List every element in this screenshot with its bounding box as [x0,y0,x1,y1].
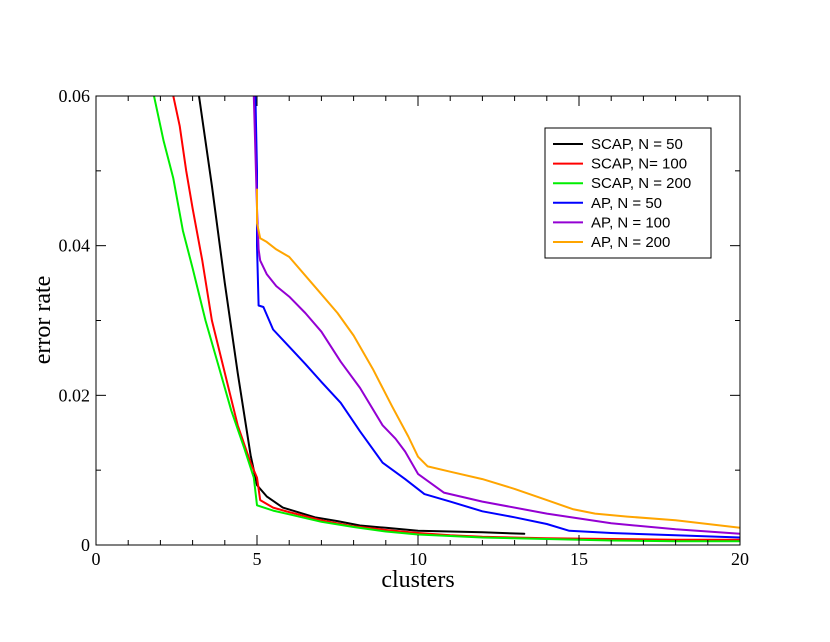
series-line-4 [252,96,740,535]
series-line-0 [198,96,526,535]
y-tick-label-2: 0.04 [59,236,91,256]
legend-label-5: AP, N = 200 [591,234,670,251]
ticks-layer [95,95,741,546]
y-tick-label-3: 0.06 [59,86,91,106]
x-tick-label-0: 0 [92,549,101,569]
legend-label-0: SCAP, N = 50 [591,136,683,153]
y-tick-label-1: 0.02 [59,385,91,405]
x-tick-label-4: 20 [731,549,749,569]
legend-entries: SCAP, N = 50 SCAP, N= 100 SCAP, N = 200 AP,… [553,136,691,251]
x-tick-label-1: 5 [253,549,262,569]
legend-label-4: AP, N = 100 [591,214,670,231]
x-axis-title: clusters [381,567,454,593]
series-line-3 [254,96,740,539]
y-axis-title: error rate [30,276,56,365]
series-layer [153,96,740,543]
legend-label-3: AP, N = 50 [591,195,662,212]
tick-labels-layer: 0 5 10 15 20 0 0.02 0.04 0.06 [59,86,750,569]
legend-box [544,127,712,259]
y-tick-label-0: 0 [81,535,90,555]
legend: SCAP, N = 50 SCAP, N= 100 SCAP, N = 200 AP,… [544,127,712,259]
series-line-5 [256,188,740,529]
x-tick-label-3: 15 [570,549,588,569]
legend-label-1: SCAP, N= 100 [591,156,687,173]
x-tick-label-2: 10 [409,549,427,569]
series-line-2 [153,96,740,543]
legend-label-2: SCAP, N = 200 [591,175,691,192]
